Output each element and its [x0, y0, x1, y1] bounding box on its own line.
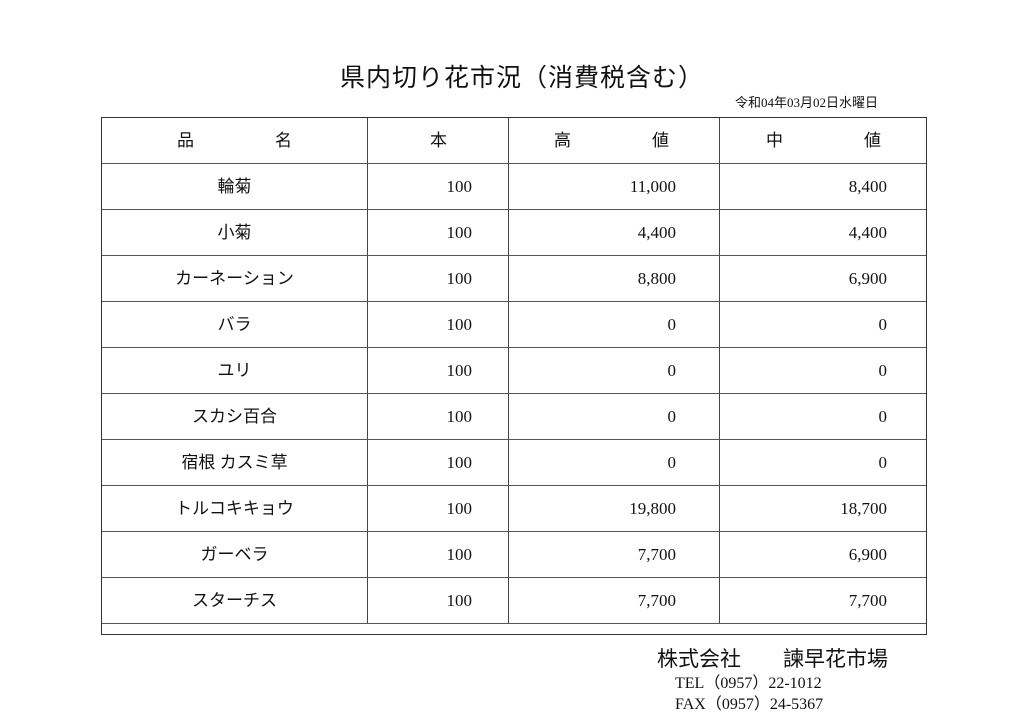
header-name-1: 品 [177, 131, 194, 150]
mid-price: 6,900 [848, 269, 887, 288]
mid-price: 0 [878, 453, 888, 472]
flower-name: スカシ百合 [192, 407, 277, 426]
table-row: 輪菊 100 11,000 8,400 [102, 164, 926, 210]
quantity: 100 [446, 499, 473, 518]
tel: TEL（0957）22-1012 [675, 675, 822, 692]
high-price: 11,000 [629, 177, 676, 196]
quantity: 100 [446, 177, 473, 196]
table-row: ユリ 100 0 0 [102, 348, 926, 394]
quantity: 100 [446, 361, 473, 380]
quantity: 100 [446, 269, 473, 288]
flower-name: ユリ [217, 361, 252, 380]
table-row: 小菊 100 4,400 4,400 [102, 210, 926, 256]
table-header: 品 名 本 高 値 中 値 [102, 118, 926, 164]
market-price-table: 品 名 本 高 値 中 値 輪菊 100 11,000 8,400 小菊 100 4,400… [101, 117, 927, 635]
header-name-2: 名 [275, 131, 292, 150]
high-price: 7,700 [637, 545, 676, 564]
quantity: 100 [446, 453, 473, 472]
table-row: ガーベラ 100 7,700 6,900 [102, 532, 926, 578]
quantity: 100 [446, 223, 473, 242]
quantity: 100 [446, 545, 473, 564]
table-row: スターチス 100 7,700 7,700 [102, 578, 926, 624]
flower-name: ガーベラ [200, 545, 269, 564]
high-price: 19,800 [629, 499, 676, 518]
flower-name: 小菊 [217, 223, 252, 242]
quantity: 100 [446, 315, 473, 334]
mid-price: 18,700 [840, 499, 887, 518]
fax: FAX（0957）24-5367 [675, 696, 824, 713]
table-row: スカシ百合 100 0 0 [102, 394, 926, 440]
flower-name: バラ [217, 315, 252, 334]
flower-name: 宿根 カスミ草 [181, 453, 288, 472]
column-divider [508, 118, 509, 623]
header-qty: 本 [430, 131, 447, 150]
high-price: 4,400 [637, 223, 676, 242]
header-high-1: 高 [554, 131, 571, 150]
flower-name: カーネーション [175, 269, 294, 288]
header-mid-1: 中 [766, 131, 783, 150]
column-divider [719, 118, 720, 623]
flower-name: スターチス [192, 591, 277, 610]
mid-price: 4,400 [848, 223, 887, 242]
page-title: 県内切り花市況（消費税含む） [340, 65, 705, 92]
flower-name: 輪菊 [217, 177, 252, 196]
mid-price: 0 [878, 315, 888, 334]
column-divider [367, 118, 368, 623]
quantity: 100 [446, 591, 473, 610]
table-row: 宿根 カスミ草 100 0 0 [102, 440, 926, 486]
high-price: 7,700 [637, 591, 676, 610]
table-row: バラ 100 0 0 [102, 302, 926, 348]
high-price: 0 [667, 361, 677, 380]
header-mid-2: 値 [864, 131, 881, 150]
mid-price: 0 [878, 361, 888, 380]
mid-price: 7,700 [848, 591, 887, 610]
high-price: 0 [667, 407, 677, 426]
high-price: 8,800 [637, 269, 676, 288]
high-price: 0 [667, 453, 677, 472]
company-name: 株式会社 諫早花市場 [657, 647, 888, 671]
mid-price: 8,400 [848, 177, 887, 196]
high-price: 0 [667, 315, 677, 334]
table-row: トルコキキョウ 100 19,800 18,700 [102, 486, 926, 532]
table-row: カーネーション 100 8,800 6,900 [102, 256, 926, 302]
mid-price: 0 [878, 407, 888, 426]
flower-name: トルコキキョウ [175, 499, 294, 518]
report-date: 令和04年03月02日水曜日 [734, 95, 878, 110]
footer: 株式会社 諫早花市場 TEL（0957）22-1012 FAX（0957）24-… [657, 643, 888, 715]
header-high-2: 値 [652, 131, 669, 150]
quantity: 100 [446, 407, 473, 426]
mid-price: 6,900 [848, 545, 887, 564]
